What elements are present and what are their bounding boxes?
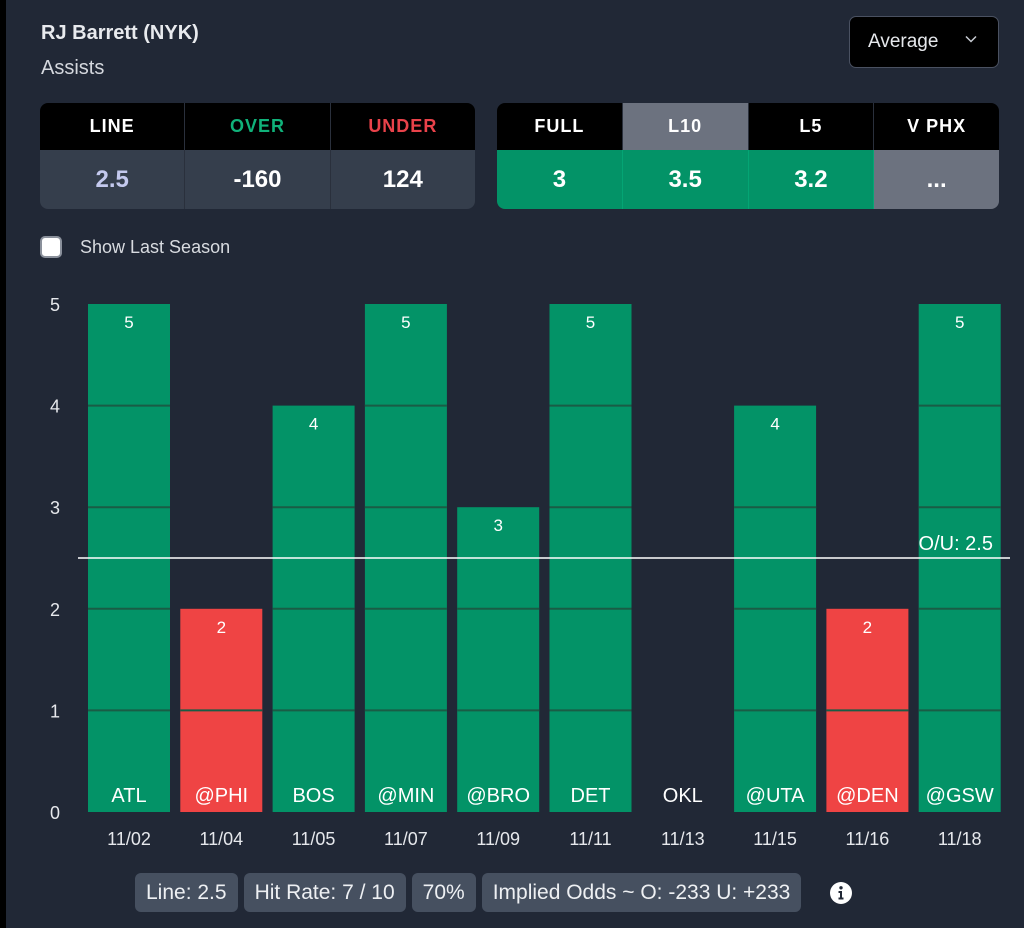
average-table-tabs: FULL L10 L5 V PHX — [497, 103, 999, 150]
avg-l5-value: 3.2 — [748, 150, 875, 209]
y-tick-label: 5 — [50, 295, 60, 315]
odds-header-over: OVER — [185, 103, 331, 150]
stat-subtitle: Assists — [41, 57, 105, 79]
y-tick-label: 2 — [50, 600, 60, 620]
odds-table-header: LINE OVER UNDER — [40, 103, 475, 150]
odds-line-value: 2.5 — [40, 150, 186, 209]
tab-l5[interactable]: L5 — [749, 103, 875, 150]
x-category-label: @BRO — [466, 785, 530, 807]
assists-bar-chart: 0 1 2 3 4 5 5 ATL 11/02 2 @PHI 11/04 4 BOS 11/05 5 @MIN 1… — [50, 295, 1010, 849]
x-date-label: 11/04 — [199, 829, 243, 849]
show-last-season-toggle[interactable]: Show Last Season — [40, 236, 230, 258]
line-pill: Line: 2.5 — [135, 873, 238, 912]
x-category-label: @UTA — [746, 785, 805, 807]
odds-header-line: LINE — [40, 103, 186, 150]
average-table: FULL L10 L5 V PHX 3 3.5 3.2 ... — [497, 103, 999, 209]
tab-vs-phx[interactable]: V PHX — [907, 116, 967, 136]
x-date-label: 11/11 — [569, 829, 611, 849]
x-date-label: 11/09 — [476, 829, 520, 849]
x-date-label: 11/18 — [938, 829, 982, 849]
bar-value-label: 5 — [586, 313, 595, 332]
implied-odds-pill: Implied Odds ~ O: -233 U: +233 — [481, 873, 802, 912]
hit-rate-pill: Hit Rate: 7 / 10 — [243, 873, 406, 912]
bar-value-label: 2 — [217, 618, 226, 637]
avg-vs-phx-value: ... — [874, 150, 999, 209]
ou-reference-label: O/U: 2.5 — [919, 533, 993, 555]
player-title: RJ Barrett (NYK) — [41, 22, 199, 44]
bar-value-label: 5 — [124, 313, 133, 332]
avg-l10-value: 3.5 — [622, 150, 749, 209]
window-edge — [0, 0, 6, 928]
x-category-label: ATL — [111, 785, 146, 807]
x-date-label: 11/15 — [753, 829, 797, 849]
x-date-label: 11/05 — [292, 829, 336, 849]
y-tick-label: 3 — [50, 498, 60, 518]
show-last-season-label: Show Last Season — [80, 236, 231, 257]
stat-mode-dropdown[interactable]: Average — [849, 16, 999, 68]
y-tick-label: 0 — [50, 803, 60, 823]
bar-value-label: 2 — [863, 618, 872, 637]
chevron-down-icon — [965, 35, 977, 43]
bar-value-label: 4 — [770, 415, 779, 434]
bar-value-label: 5 — [401, 313, 410, 332]
bar-value-label: 5 — [955, 313, 964, 332]
x-category-label: BOS — [292, 785, 334, 807]
x-date-label: 11/02 — [107, 829, 151, 849]
x-category-label: OKL — [663, 785, 703, 807]
x-date-label: 11/16 — [846, 829, 890, 849]
hit-percent-pill: 70% — [411, 873, 476, 912]
x-category-label: @MIN — [377, 785, 434, 807]
x-date-label: 11/07 — [384, 829, 428, 849]
show-last-season-checkbox[interactable] — [40, 236, 62, 258]
odds-over-value: -160 — [185, 150, 331, 209]
odds-table-values: 2.5 -160 124 — [40, 150, 475, 209]
y-tick-label: 4 — [50, 397, 60, 417]
summary-bar: Line: 2.5 Hit Rate: 7 / 10 70% Implied O… — [135, 873, 853, 912]
x-category-label: @DEN — [836, 785, 899, 807]
x-category-label: DET — [571, 785, 611, 807]
bar-value-label: 3 — [493, 516, 502, 535]
average-table-values: 3 3.5 3.2 ... — [497, 150, 999, 209]
bar-value-label: 4 — [309, 415, 318, 434]
avg-full-value: 3 — [497, 150, 623, 209]
y-tick-label: 1 — [50, 701, 60, 721]
x-date-label: 11/13 — [661, 829, 705, 849]
odds-header-under: UNDER — [368, 116, 438, 136]
x-category-label: @GSW — [926, 785, 994, 807]
odds-under-value: 124 — [382, 165, 423, 193]
tab-l10[interactable]: L10 — [622, 103, 749, 150]
info-icon[interactable] — [829, 881, 853, 905]
dropdown-selected-value: Average — [868, 31, 939, 52]
tab-full[interactable]: FULL — [497, 103, 623, 150]
odds-table: LINE OVER UNDER 2.5 -160 124 — [40, 103, 475, 209]
bar — [457, 507, 540, 812]
x-category-label: @PHI — [194, 785, 248, 807]
